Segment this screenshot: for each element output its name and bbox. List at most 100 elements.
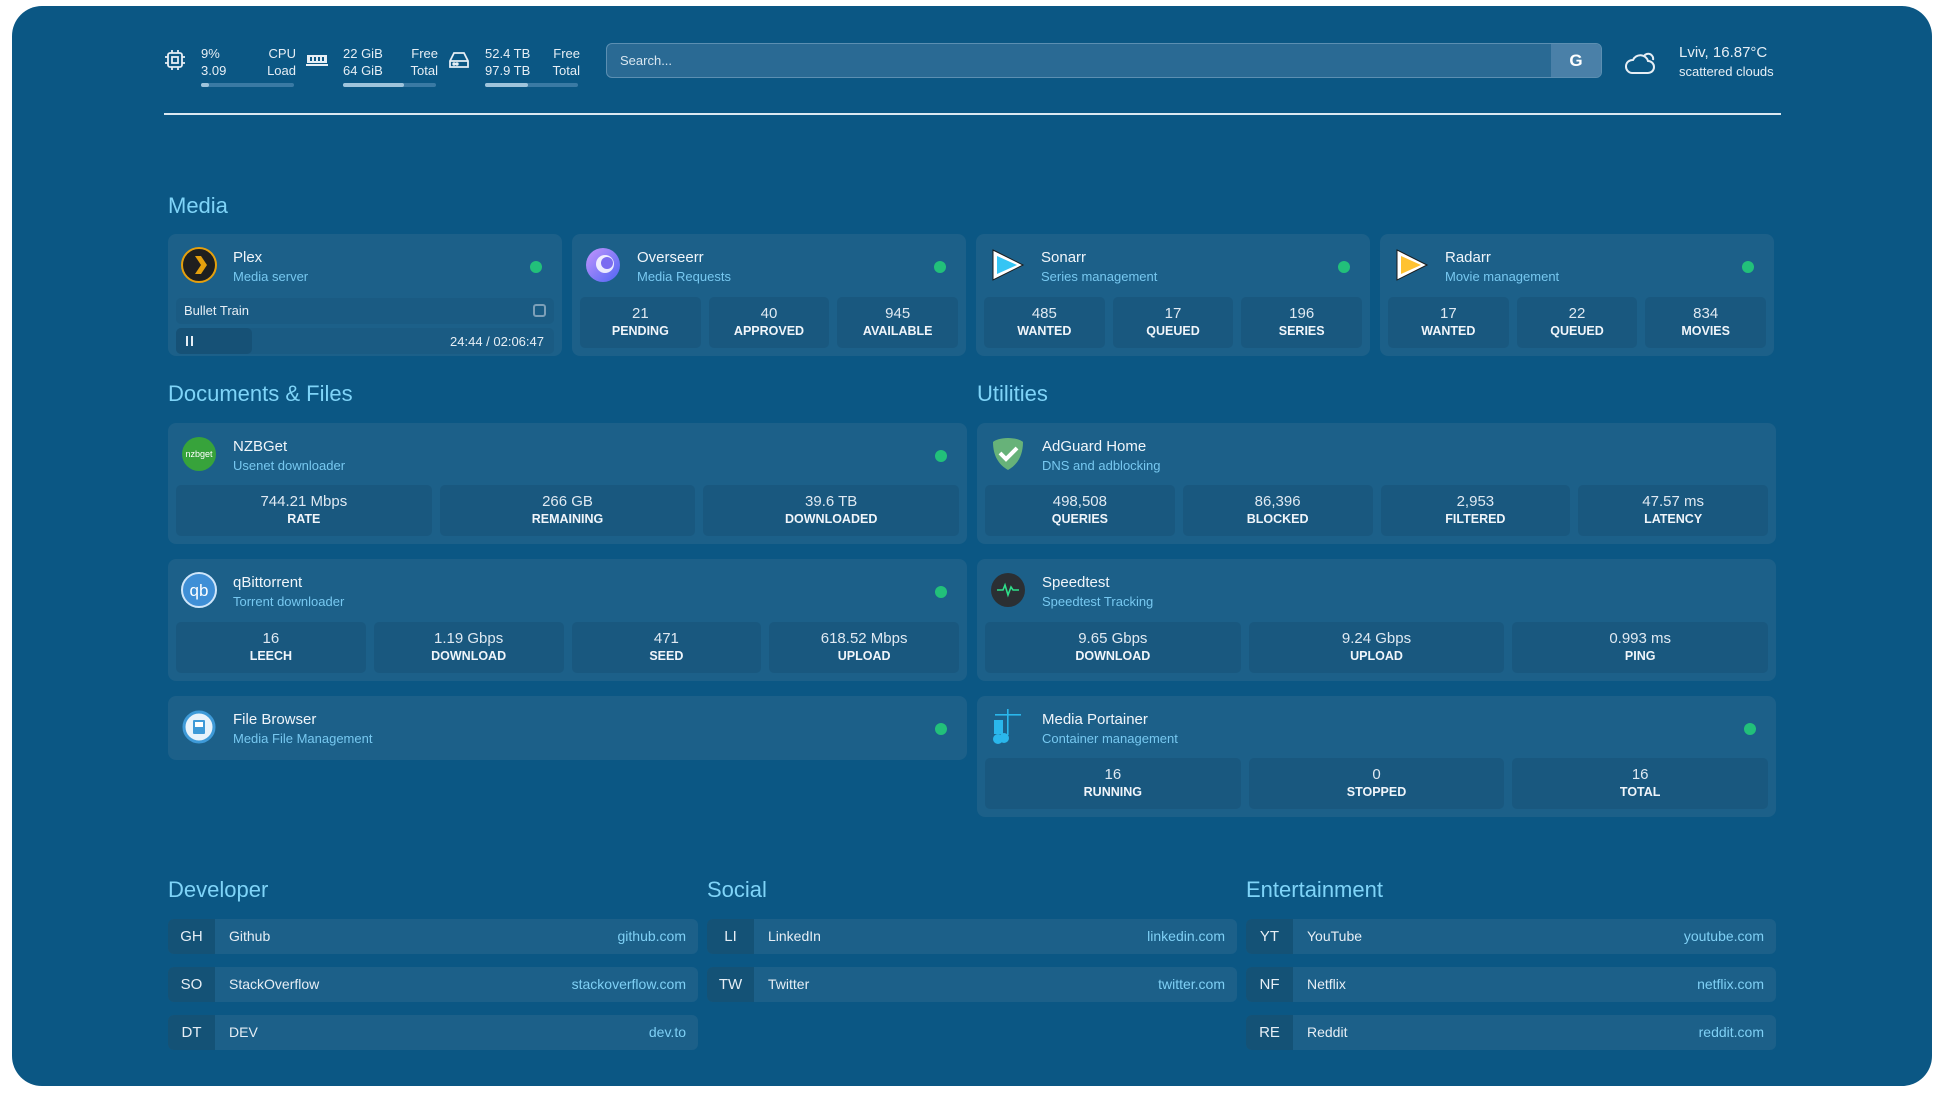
stat-value: 9.65 Gbps	[1078, 630, 1148, 647]
plex-icon	[180, 246, 218, 284]
stat-block: 945 AVAILABLE	[837, 297, 959, 348]
service-stats: 744.21 Mbps RATE 266 GB REMAINING 39.6 TB DOW…	[176, 485, 960, 536]
stat-label: SEED	[649, 649, 684, 663]
service-name[interactable]: Sonarr	[1041, 249, 1087, 266]
bookmark-url: linkedin.com	[1147, 928, 1225, 944]
bookmark-url: youtube.com	[1683, 928, 1764, 944]
sonarr-icon	[988, 246, 1026, 284]
stat-block: 16 RUNNING	[985, 758, 1241, 809]
section-heading: Social	[707, 877, 767, 902]
bookmark-linkedin[interactable]: LI LinkedIn linkedin.com	[707, 919, 1237, 954]
cpu-load: 3.09	[201, 63, 227, 78]
playback-bar[interactable]: 24:44 / 02:06:47	[176, 328, 554, 354]
service-card-overseerr[interactable]: Overseerr Media Requests 21 PENDING 40 APPROV…	[572, 234, 966, 356]
bookmark-url: github.com	[617, 928, 686, 944]
stat-value: 47.57 ms	[1642, 493, 1704, 510]
service-card-file-browser[interactable]: File Browser Media File Management	[168, 696, 967, 760]
now-playing: Bullet Train	[176, 298, 554, 324]
service-name[interactable]: File Browser	[233, 711, 317, 728]
portainer-icon	[989, 708, 1027, 746]
stat-label: WANTED	[1421, 324, 1476, 338]
stat-label: QUEUED	[1146, 324, 1200, 338]
stat-value: 471	[653, 630, 679, 647]
service-stats: 17 WANTED 22 QUEUED 834 MOVIES	[1388, 297, 1767, 348]
stat-block: 485 WANTED	[984, 297, 1105, 348]
service-name[interactable]: Radarr	[1445, 249, 1491, 266]
service-name[interactable]: AdGuard Home	[1042, 438, 1147, 455]
service-stats: 16 RUNNING 0 STOPPED 16 TOTAL	[985, 758, 1769, 809]
stat-block: 17 WANTED	[1388, 297, 1509, 348]
service-name[interactable]: Overseerr	[637, 249, 704, 266]
bookmark-stackoverflow[interactable]: SO StackOverflow stackoverflow.com	[168, 967, 698, 1002]
service-description: DNS and adblocking	[1042, 458, 1161, 473]
pause-icon[interactable]	[186, 336, 193, 346]
stat-label: STOPPED	[1346, 785, 1407, 799]
service-name[interactable]: Plex	[233, 249, 263, 266]
stat-block: 17 QUEUED	[1112, 297, 1234, 348]
bookmark-twitter[interactable]: TW Twitter twitter.com	[707, 967, 1237, 1002]
cloud-icon	[1625, 52, 1655, 74]
service-card-nzbget[interactable]: nzbget NZBGet Usenet downloader 744.21 Mbps…	[168, 423, 967, 544]
bookmark-youtube[interactable]: YT YouTube youtube.com	[1246, 919, 1776, 954]
stat-label: REMAINING	[531, 512, 604, 526]
service-card-sonarr[interactable]: Sonarr Series management 485 WANTED 17 QUEUED…	[976, 234, 1370, 356]
stat-value: 2,953	[1456, 493, 1495, 510]
stat-value: 744.21 Mbps	[260, 493, 348, 510]
bookmark-dev[interactable]: DT DEV dev.to	[168, 1015, 698, 1050]
stat-label: DOWNLOAD	[1075, 649, 1151, 663]
service-card-adguard-home[interactable]: AdGuard Home DNS and adblocking 498,508 QUE…	[977, 423, 1776, 544]
stat-block: 0 STOPPED	[1248, 758, 1505, 809]
stat-value: 834	[1693, 305, 1719, 322]
svg-text:nzbget: nzbget	[185, 449, 213, 459]
service-stats: 21 PENDING 40 APPROVED 945 AVAILABLE	[580, 297, 959, 348]
service-card-speedtest[interactable]: Speedtest Speedtest Tracking 9.65 Gbps DOWN…	[977, 559, 1776, 681]
bookmark-abbr: NF	[1246, 967, 1293, 1002]
stat-label: UPLOAD	[837, 649, 891, 663]
search-input[interactable]	[607, 44, 1551, 77]
bookmark-reddit[interactable]: RE Reddit reddit.com	[1246, 1015, 1776, 1050]
service-card-qbittorrent[interactable]: qb qBittorrent Torrent downloader 16 LEECH 1.…	[168, 559, 967, 681]
stat-value: 266 GB	[542, 493, 593, 510]
service-card-radarr[interactable]: Radarr Movie management 17 WANTED 22 QUEUED 83…	[1380, 234, 1774, 356]
stat-block: 196 SERIES	[1241, 297, 1363, 348]
disk-total: 97.9 TB	[485, 63, 531, 78]
stat-label: TOTAL	[1619, 785, 1661, 799]
total-label: Total	[552, 63, 580, 78]
stat-label: QUERIES	[1051, 512, 1108, 526]
service-card-media-portainer[interactable]: Media Portainer Container management 16 RUN…	[977, 696, 1776, 817]
service-name[interactable]: qBittorrent	[233, 574, 303, 591]
stat-block: 9.65 Gbps DOWNLOAD	[985, 622, 1241, 673]
cpu-percent: 9%	[201, 46, 220, 61]
weather-condition: scattered clouds	[1679, 64, 1774, 79]
bookmark-name: YouTube	[1307, 928, 1363, 944]
service-stats: 16 LEECH 1.19 Gbps DOWNLOAD 471 SEED 618.52 Mb…	[176, 622, 959, 673]
stat-value: 40	[760, 305, 778, 322]
stat-value: 16	[1104, 766, 1122, 783]
bookmark-url: dev.to	[648, 1024, 686, 1040]
stat-value: 17	[1164, 305, 1182, 322]
memory-total: 64 GiB	[343, 63, 383, 78]
service-name[interactable]: Speedtest	[1042, 574, 1110, 591]
bookmark-netflix[interactable]: NF Netflix netflix.com	[1246, 967, 1776, 1002]
settings-icon[interactable]	[533, 304, 546, 317]
file-browser-icon	[180, 708, 218, 746]
service-name[interactable]: NZBGet	[233, 438, 288, 455]
stat-value: 0	[1372, 766, 1381, 783]
service-name[interactable]: Media Portainer	[1042, 711, 1148, 728]
service-description: Usenet downloader	[233, 458, 346, 473]
qbittorrent-icon: qb	[180, 571, 218, 609]
stat-label: DOWNLOADED	[785, 512, 878, 526]
stat-label: FILTERED	[1445, 512, 1506, 526]
stat-block: 744.21 Mbps RATE	[176, 485, 432, 536]
service-stats: 498,508 QUERIES 86,396 BLOCKED 2,953 FILTERED…	[985, 485, 1768, 536]
stat-label: UPLOAD	[1350, 649, 1403, 663]
stat-value: 196	[1289, 305, 1315, 322]
search-provider-button[interactable]: G	[1551, 44, 1601, 77]
bookmark-github[interactable]: GH Github github.com	[168, 919, 698, 954]
search-box: G	[606, 43, 1602, 78]
stat-value: 16	[262, 630, 280, 647]
memory-usage-bar	[343, 83, 436, 87]
stat-block: 40 APPROVED	[708, 297, 830, 348]
service-card-plex[interactable]: Plex Media server Bullet Train 24:44 / 02:0…	[168, 234, 562, 356]
bookmark-abbr: RE	[1246, 1015, 1293, 1050]
